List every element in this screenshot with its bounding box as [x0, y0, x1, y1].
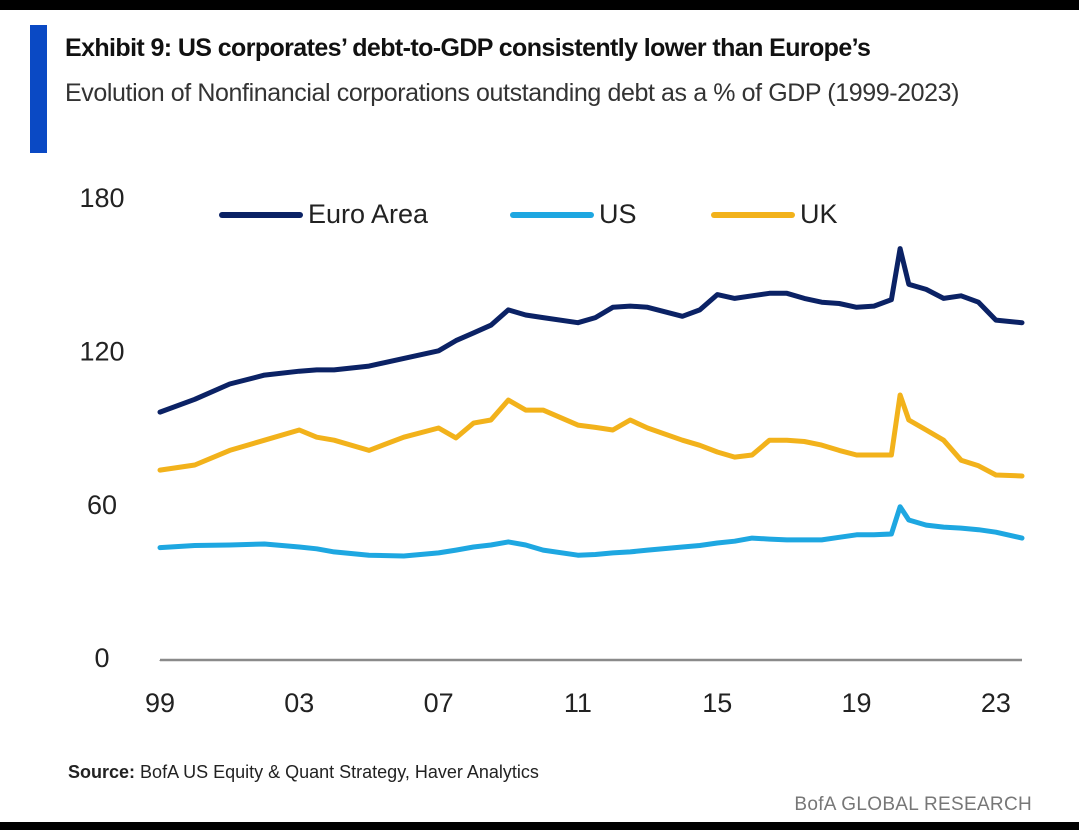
source-note: Source: BofA US Equity & Quant Strategy,…: [68, 762, 539, 783]
brand-footer: BofA GLOBAL RESEARCH: [794, 794, 1032, 815]
source-label: Source:: [68, 762, 136, 782]
y-tick-label: 60: [87, 490, 117, 520]
title-accent: [30, 25, 47, 153]
y-tick-label: 120: [79, 336, 124, 366]
series-line: [157, 392, 1025, 479]
series-line: [157, 246, 1025, 415]
x-tick-label: 19: [842, 688, 872, 718]
x-tick-label: 07: [424, 688, 454, 718]
x-tick-label: 03: [284, 688, 314, 718]
legend-label: Euro Area: [308, 199, 429, 229]
series-line: [157, 504, 1025, 559]
frame-top: [0, 0, 1079, 10]
frame-bottom: [0, 822, 1079, 830]
legend-label: UK: [800, 199, 838, 229]
x-tick-label: 23: [981, 688, 1011, 718]
x-tick-label: 15: [702, 688, 732, 718]
source-text: BofA US Equity & Quant Strategy, Haver A…: [140, 762, 539, 782]
chart-title: Exhibit 9: US corporates’ debt-to-GDP co…: [65, 34, 871, 62]
x-tick-label: 99: [145, 688, 175, 718]
chart-subtitle: Evolution of Nonfinancial corporations o…: [65, 79, 960, 107]
x-tick-label: 11: [564, 688, 592, 718]
y-tick-label: 0: [94, 643, 109, 673]
y-tick-label: 180: [79, 183, 124, 213]
legend-label: US: [599, 199, 637, 229]
